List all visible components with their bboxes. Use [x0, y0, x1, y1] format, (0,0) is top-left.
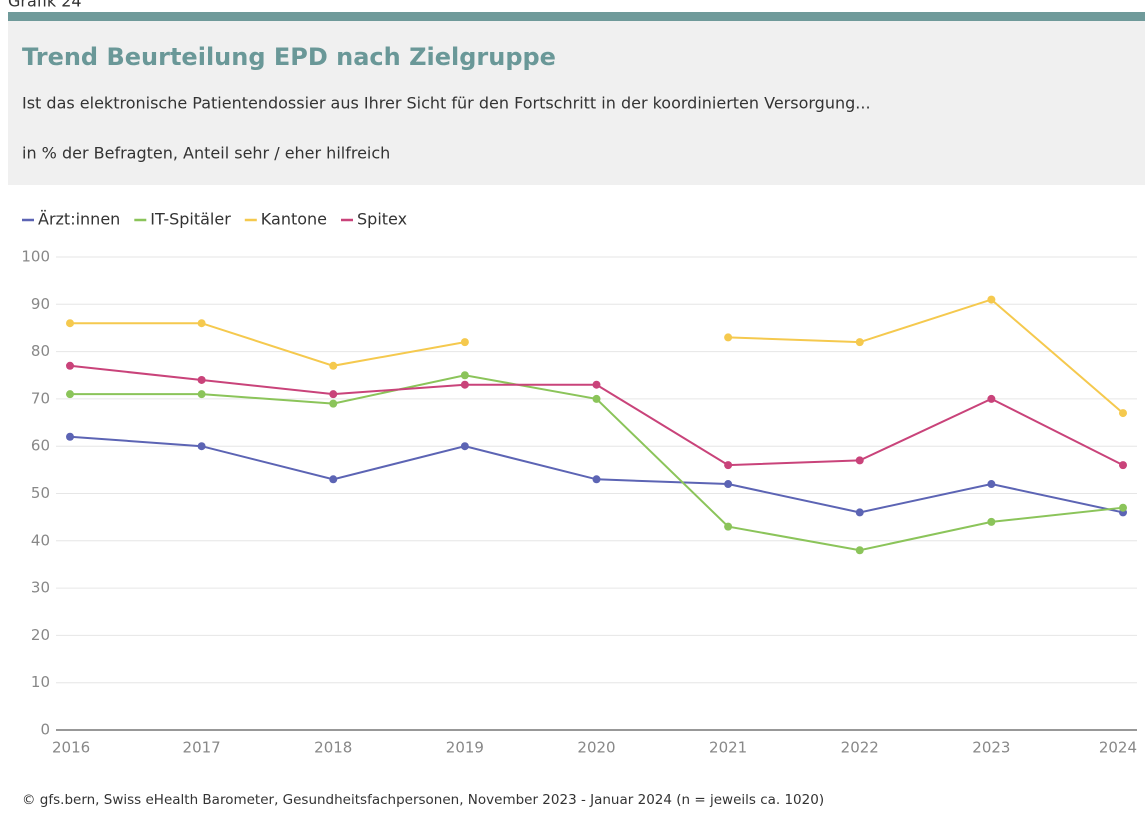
data-point	[460, 371, 469, 380]
data-point	[592, 380, 601, 389]
data-point	[197, 375, 206, 384]
data-point	[724, 522, 733, 531]
data-point	[460, 442, 469, 451]
data-point	[724, 333, 733, 342]
data-point	[724, 480, 733, 489]
x-tick-label: 2018	[314, 739, 352, 757]
data-point	[66, 319, 74, 328]
data-point	[66, 361, 74, 370]
data-point	[592, 475, 601, 484]
y-tick-label: 30	[31, 579, 50, 597]
x-tick-label: 2017	[183, 739, 221, 757]
data-point	[329, 475, 338, 484]
series-line	[69, 435, 1124, 514]
source: © gfs.bern, Swiss eHealth Barometer, Ges…	[22, 792, 824, 808]
y-label: in % der Befragten, Anteil sehr / eher h…	[22, 144, 390, 163]
y-tick-label: 60	[31, 437, 50, 455]
data-point	[987, 394, 996, 403]
subtitle: Ist das elektronische Patientendossier a…	[22, 94, 871, 113]
y-tick-label: 100	[21, 248, 50, 266]
data-point	[987, 517, 996, 526]
x-tick-label: 2022	[841, 739, 879, 757]
data-point	[66, 390, 74, 399]
data-point	[855, 546, 864, 555]
y-tick-label: 80	[31, 342, 50, 360]
header-box	[8, 21, 1145, 185]
data-point	[1119, 461, 1127, 470]
x-tick-label: 2016	[52, 739, 90, 757]
y-tick-label: 50	[31, 484, 50, 502]
legend-label: Spitex	[357, 210, 407, 229]
y-tick-label: 10	[31, 673, 50, 691]
data-point	[197, 319, 206, 328]
x-tick-label: 2021	[709, 739, 747, 757]
data-point	[855, 456, 864, 465]
figure-label: Grafik 24	[8, 0, 82, 11]
data-point	[987, 480, 996, 489]
chart-title: Trend Beurteilung EPD nach Zielgruppe	[22, 43, 556, 71]
data-point	[329, 390, 338, 399]
legend-label: IT-Spitäler	[150, 210, 231, 229]
x-tick-label: 2024	[1099, 739, 1137, 757]
y-tick-label: 20	[31, 626, 50, 644]
x-tick-label: 2019	[446, 739, 484, 757]
data-point	[460, 380, 469, 389]
data-point	[1119, 503, 1127, 512]
header-bar	[8, 12, 1145, 21]
legend-label: Kantone	[261, 210, 327, 229]
y-tick-label: 70	[31, 389, 50, 407]
y-tick-label: 40	[31, 531, 50, 549]
data-point	[197, 442, 206, 451]
data-point	[66, 432, 74, 441]
data-point	[592, 394, 601, 403]
data-point	[987, 295, 996, 304]
data-point	[855, 338, 864, 347]
data-point	[197, 390, 206, 399]
data-point	[460, 338, 469, 347]
y-tick-label: 0	[40, 721, 50, 739]
data-point	[724, 461, 733, 470]
x-tick-label: 2020	[577, 739, 615, 757]
data-point	[329, 399, 338, 408]
legend-label: Ärzt:innen	[38, 210, 120, 229]
y-tick-label: 90	[31, 295, 50, 313]
data-point	[1119, 409, 1127, 418]
data-point	[329, 361, 338, 370]
series-line	[69, 364, 1124, 467]
data-point	[855, 508, 864, 517]
series-line	[70, 298, 1124, 414]
x-tick-label: 2023	[972, 739, 1010, 757]
